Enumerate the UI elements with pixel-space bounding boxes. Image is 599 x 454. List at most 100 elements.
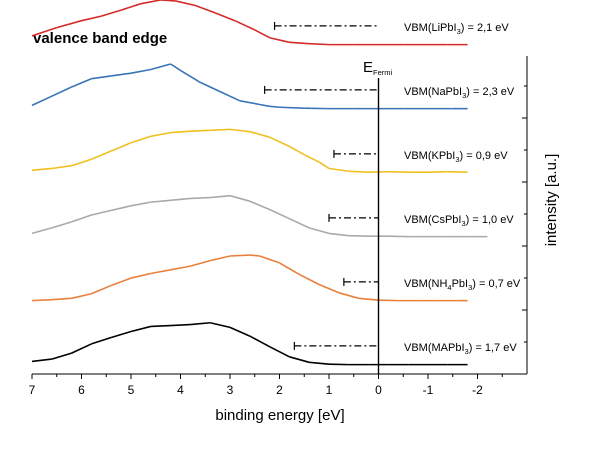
vbm-label-CsPbI3: VBM(CsPbI3) = 1,0 eV — [404, 214, 514, 228]
series-segment-MAPbI3 — [130, 325, 151, 333]
series-segment-NH4PbI3 — [130, 272, 151, 279]
x-ticks: 7 6 5 4 3 2 1 0 -1 -2 — [29, 374, 503, 397]
series-segment-CsPbI3 — [229, 194, 251, 202]
series-segment-KPbI3 — [51, 164, 72, 170]
x-tick-label: 7 — [29, 383, 36, 397]
series-segment-NaPbI3 — [239, 100, 260, 106]
vbm-label-part: VBM(LiPbI — [404, 22, 457, 34]
series-segment-KPbI3 — [229, 128, 250, 133]
series-segment-LiPbI3 — [120, 2, 142, 11]
series-segment-NH4PbI3 — [110, 277, 132, 287]
x-tick-label: 2 — [276, 383, 283, 397]
series-segment-KPbI3 — [348, 170, 369, 173]
vbm-label-part: VBM(KPbI — [404, 150, 455, 162]
vbm-label-MAPbI3: VBM(MAPbI3) = 1,7 eV — [404, 342, 517, 356]
series-segment-KPbI3 — [318, 161, 330, 170]
vbm-label-NH4PbI3: VBM(NH4PbI3) = 0,7 eV — [404, 278, 521, 292]
series-segment-NH4PbI3 — [318, 283, 340, 294]
vbm-label-NaPbI3: VBM(NaPbI3) = 2,3 eV — [404, 86, 515, 100]
vbm-label-KPbI3: VBM(KPbI3) = 0,9 eV — [404, 150, 508, 164]
vbm-label-part: 3 — [457, 27, 461, 36]
series-segment-KPbI3 — [303, 153, 320, 163]
series-segment-NH4PbI3 — [358, 297, 379, 301]
x-tick-label: 0 — [375, 383, 382, 397]
series-segment-KPbI3 — [170, 130, 191, 134]
series-segment-MAPbI3 — [170, 323, 191, 327]
series-segment-NH4PbI3 — [210, 255, 231, 262]
series-segment-LiPbI3 — [31, 26, 58, 37]
series-segment-CsPbI3 — [210, 194, 231, 199]
series-segment-NaPbI3 — [199, 81, 221, 93]
x-tick-label: 3 — [227, 383, 234, 397]
series-segment-NH4PbI3 — [51, 297, 72, 301]
series-segment-LiPbI3 — [56, 19, 82, 29]
series-segment-NaPbI3 — [269, 105, 280, 109]
series-segment-KPbI3 — [249, 130, 270, 138]
series-segment-LiPbI3 — [195, 4, 216, 14]
x-tick-label: -2 — [472, 383, 483, 397]
series-segment-CsPbI3 — [269, 208, 290, 220]
series-segment-NH4PbI3 — [338, 292, 359, 300]
vbm-label-part: 3 — [465, 347, 469, 356]
series-segment-NH4PbI3 — [249, 254, 260, 257]
chart-title: valence band edge — [33, 30, 167, 47]
x-tick-label: 5 — [128, 383, 135, 397]
series-segment-CsPbI3 — [170, 197, 191, 202]
series-segment-CsPbI3 — [31, 227, 53, 235]
series-segment-NaPbI3 — [111, 72, 132, 77]
series-group — [31, 0, 488, 366]
series-segment-KPbI3 — [210, 128, 231, 132]
series-segment-CsPbI3 — [111, 205, 132, 212]
series-segment-CsPbI3 — [289, 217, 310, 229]
series-segment-MAPbI3 — [51, 352, 72, 360]
y-axis-label: intensity [a.u.] — [543, 154, 560, 247]
series-segment-LiPbI3 — [160, 0, 176, 2]
series-segment-KPbI3 — [91, 150, 112, 161]
vbm-label-part: 3 — [455, 155, 459, 164]
x-tick-label: 6 — [78, 383, 85, 397]
series-segment-NaPbI3 — [91, 75, 112, 80]
series-segment-NH4PbI3 — [229, 254, 250, 257]
vbm-label-part: ) = 2,3 eV — [466, 86, 515, 98]
series-segment-MAPbI3 — [229, 326, 251, 337]
series-segment-NaPbI3 — [279, 106, 305, 109]
series-segment-NaPbI3 — [130, 68, 151, 74]
series-segment-LiPbI3 — [289, 41, 310, 45]
series-segment-NH4PbI3 — [31, 298, 52, 302]
vbm-label-part: VBM(MAPbI — [404, 342, 465, 354]
vbm-label-LiPbI3: VBM(LiPbI3) = 2,1 eV — [404, 22, 509, 36]
series-segment-MAPbI3 — [150, 324, 171, 328]
series-segment-KPbI3 — [150, 131, 171, 138]
vbm-label-part: PbI — [452, 278, 469, 290]
vbm-label-part: 3 — [461, 219, 465, 228]
series-segment-KPbI3 — [31, 167, 52, 172]
fermi-label: EFermi — [363, 59, 393, 77]
series-segment-NaPbI3 — [219, 90, 241, 102]
series-segment-LiPbI3 — [254, 29, 270, 39]
series-segment-KPbI3 — [269, 136, 290, 148]
series-segment-KPbI3 — [190, 129, 211, 133]
series-segment-MAPbI3 — [91, 336, 112, 345]
x-tick-label: 1 — [326, 383, 333, 397]
vbm-label-part: VBM(NaPbI — [404, 86, 462, 98]
series-segment-NaPbI3 — [180, 69, 201, 84]
y-ticks — [522, 85, 527, 375]
series-segment-LiPbI3 — [234, 19, 256, 31]
series-segment-NaPbI3 — [31, 95, 53, 107]
series-segment-CsPbI3 — [71, 214, 92, 223]
series-segment-KPbI3 — [328, 167, 349, 173]
series-segment-NH4PbI3 — [150, 269, 171, 275]
vbm-label-part: ) = 0,7 eV — [472, 278, 521, 290]
series-segment-LiPbI3 — [309, 42, 330, 46]
vbm-label-part: VBM(NH — [404, 278, 447, 290]
series-segment-CsPbI3 — [130, 201, 151, 207]
series-segment-NH4PbI3 — [279, 262, 300, 276]
x-axis-label: binding energy [eV] — [215, 407, 344, 424]
series-segment-CsPbI3 — [328, 232, 349, 237]
series-segment-MAPbI3 — [309, 361, 330, 365]
series-segment-CsPbI3 — [150, 199, 171, 203]
series-segment-KPbI3 — [71, 158, 92, 167]
series-segment-MAPbI3 — [289, 356, 310, 364]
series-segment-CsPbI3 — [190, 196, 211, 200]
